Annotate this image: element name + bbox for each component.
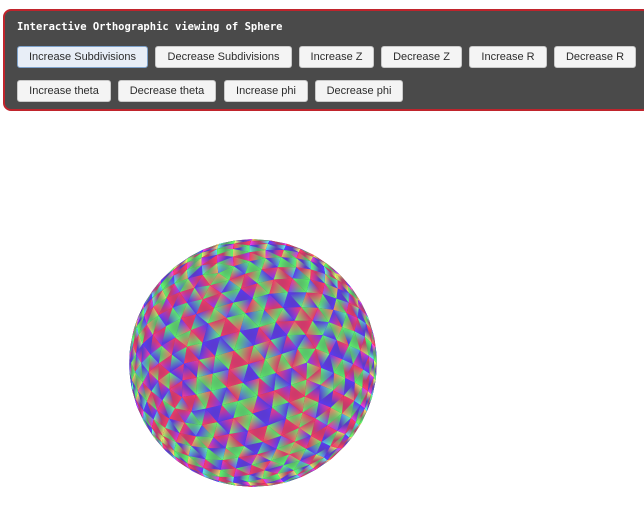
increase-r-button[interactable]: Increase R (469, 46, 547, 68)
sphere-triangle-shade (235, 239, 252, 241)
increase-theta-button[interactable]: Increase theta (17, 80, 111, 102)
increase-subdivisions-button[interactable]: Increase Subdivisions (17, 46, 148, 68)
decrease-theta-button[interactable]: Decrease theta (118, 80, 216, 102)
panel-title: Interactive Orthographic viewing of Sphe… (17, 21, 283, 33)
render-canvas[interactable] (0, 115, 644, 509)
decrease-subdivisions-button[interactable]: Decrease Subdivisions (155, 46, 292, 68)
decrease-r-button[interactable]: Decrease R (554, 46, 636, 68)
sphere-triangle-shade (250, 486, 268, 487)
increase-phi-button[interactable]: Increase phi (224, 80, 308, 102)
control-panel: Interactive Orthographic viewing of Sphe… (3, 9, 644, 111)
sphere-render (0, 115, 644, 509)
decrease-z-button[interactable]: Decrease Z (381, 46, 462, 68)
increase-z-button[interactable]: Increase Z (299, 46, 374, 68)
decrease-phi-button[interactable]: Decrease phi (315, 80, 403, 102)
sphere-triangle-shade (251, 239, 269, 241)
